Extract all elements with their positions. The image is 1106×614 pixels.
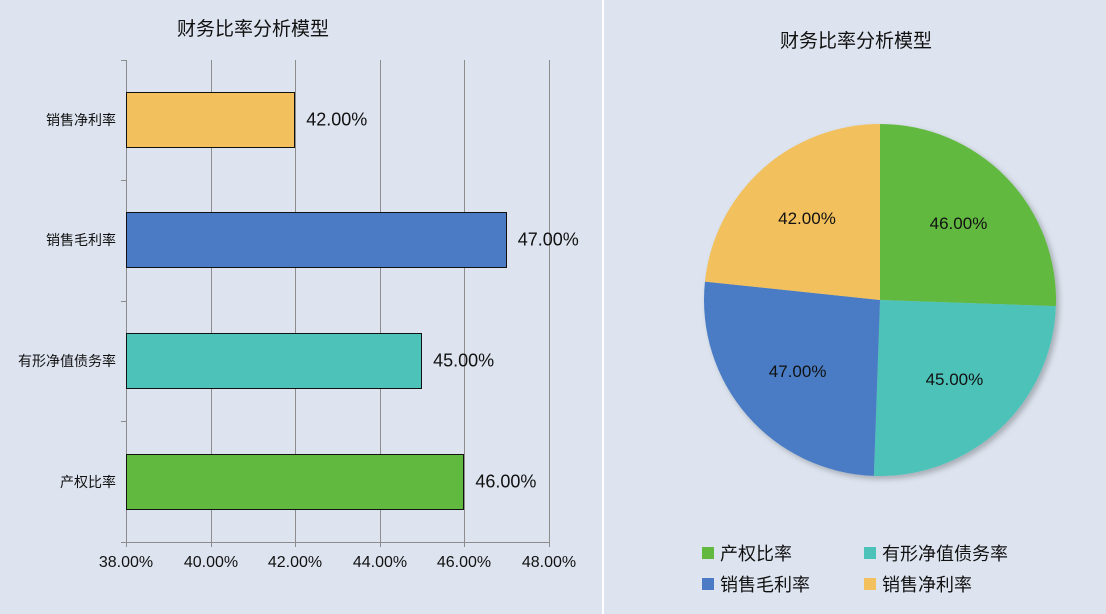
pie-slice[interactable] [880,124,1056,307]
pie-chart-panel: 财务比率分析模型 46.00% 45.00% 47.00% 42.00% 产权比率 有… [604,0,1106,614]
x-tick [295,542,296,547]
y-category-label: 销售净利率 [46,113,116,129]
bar[interactable] [126,92,296,148]
x-tick [211,542,212,547]
y-category-label: 有形净值债务率 [18,354,116,370]
x-tick [380,542,381,547]
pie-slice[interactable] [704,124,880,300]
x-tick-label: 44.00% [352,554,408,571]
legend-swatch [864,547,876,559]
bar-chart-panel: 财务比率分析模型 38.00% 40.00% 42.00% 44.00% 46.… [18,18,579,571]
bar[interactable] [126,333,423,389]
legend-item-tangible-debt-ratio: 有形净值债务率 [864,540,1008,566]
legend-swatch [702,547,714,559]
y-axis [126,60,127,547]
x-tick-label: 46.00% [436,554,492,571]
x-tick [464,542,465,547]
panel-divider [602,0,604,614]
pie-slice-label: 47.00% [768,361,827,381]
legend-label: 销售净利率 [882,575,972,596]
legend-swatch [864,578,876,590]
x-tick-label: 40.00% [183,554,239,571]
legend-swatch [702,578,714,590]
x-tick-label: 38.00% [98,554,154,571]
bar[interactable] [126,454,465,510]
bar-value-label: 45.00% [433,350,495,371]
y-tick [121,421,126,422]
x-axis [121,542,550,543]
legend-label: 有形净值债务率 [882,544,1008,565]
x-tick-label: 42.00% [267,554,323,571]
legend-label: 产权比率 [720,544,792,565]
pie-slice-label: 42.00% [778,208,836,228]
y-category-label: 销售毛利率 [46,233,116,249]
bar-value-label: 46.00% [475,471,537,492]
bar-value-label: 42.00% [306,109,368,130]
gridline [211,60,212,542]
legend-item-equity-ratio: 产权比率 [702,540,792,566]
legend-item-gross-margin: 销售毛利率 [702,571,810,597]
bar-value-label: 47.00% [517,229,579,250]
x-tick [549,542,550,547]
gridline [549,60,550,542]
bar-chart-title: 财务比率分析模型 [177,18,330,40]
y-tick [121,301,126,302]
pie-slice[interactable] [873,300,1056,476]
legend-item-net-margin: 销售净利率 [864,571,972,597]
x-tick-label: 48.00% [521,554,577,571]
gridline [295,60,296,542]
pie-slice-label: 46.00% [929,214,988,234]
pie-chart-title: 财务比率分析模型 [780,30,933,52]
gridline [380,60,381,542]
legend-label: 销售毛利率 [720,575,810,596]
pie-slice[interactable] [704,281,880,476]
y-tick [121,60,126,61]
y-category-label: 产权比率 [60,475,116,491]
y-tick [121,180,126,181]
pie-chart [704,124,1056,476]
gridline [464,60,465,542]
pie-slice-label: 45.00% [925,369,984,389]
x-tick [126,542,127,547]
bar[interactable] [126,212,507,268]
